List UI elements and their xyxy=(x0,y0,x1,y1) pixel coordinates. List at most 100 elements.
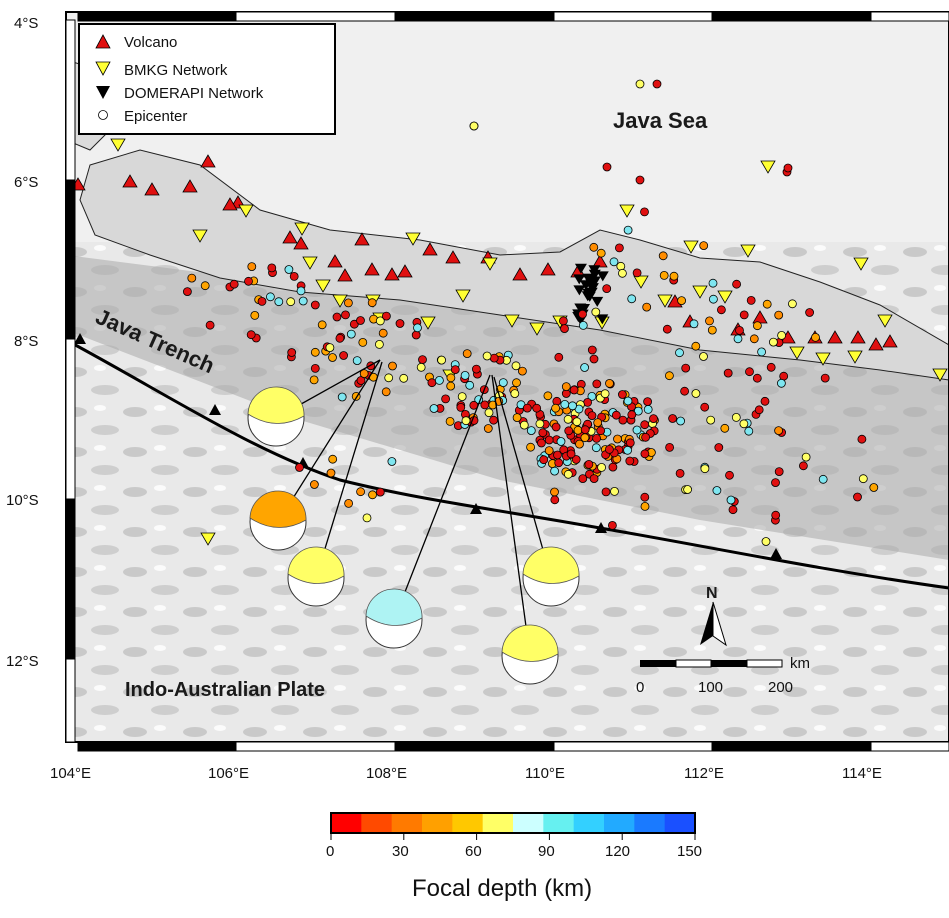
bmkg-station-marker xyxy=(110,138,126,152)
frame-bar-bottom xyxy=(77,741,237,752)
bmkg-station-marker xyxy=(853,257,869,271)
epicenter-marker xyxy=(450,365,460,375)
epicenter-marker xyxy=(757,347,766,357)
epicenter-marker xyxy=(289,271,299,281)
colorbar-swatch xyxy=(664,813,696,833)
epicenter-marker xyxy=(857,434,867,444)
epicenter-marker xyxy=(561,382,571,392)
epicenter-marker xyxy=(284,265,294,274)
epicenter-marker xyxy=(597,462,606,472)
epicenter-marker xyxy=(512,378,521,388)
epicenter-marker xyxy=(714,443,724,452)
epicenter-marker xyxy=(708,278,718,288)
colorbar-swatch xyxy=(634,813,666,833)
epicenter-marker xyxy=(344,498,354,508)
epicenter-marker xyxy=(665,442,674,452)
epicenter-marker xyxy=(689,319,699,329)
epicenter-marker xyxy=(643,397,652,407)
epicenter-marker xyxy=(575,439,584,449)
epicenter-marker xyxy=(762,299,772,309)
epicenter-marker xyxy=(869,483,879,492)
epicenter-marker xyxy=(707,325,717,335)
volcano-marker xyxy=(850,330,866,344)
epicenter-marker xyxy=(484,408,494,418)
epicenter-marker xyxy=(532,403,542,413)
epicenter-marker xyxy=(427,378,437,388)
epicenter-marker xyxy=(771,510,781,520)
frame-bar-bottom xyxy=(235,741,396,752)
epicenter-marker xyxy=(274,297,284,307)
epicenter-marker xyxy=(381,387,391,397)
epicenter-marker xyxy=(441,394,451,404)
epicenter-marker xyxy=(411,330,421,340)
epicenter-marker xyxy=(662,324,672,334)
epicenter-marker xyxy=(675,468,685,478)
frame-bar-left xyxy=(65,19,76,181)
epicenter-marker xyxy=(618,415,628,425)
colorbar-tick-150: 150 xyxy=(677,843,702,860)
epicenter-marker xyxy=(677,296,686,306)
epicenter-marker xyxy=(745,367,754,377)
colorbar-title: Focal depth (km) xyxy=(412,875,592,902)
epicenter-marker xyxy=(627,294,637,304)
epicenter-marker xyxy=(310,300,320,310)
epicenter-marker xyxy=(643,404,653,414)
volcano-marker xyxy=(222,197,238,211)
epicenter-marker xyxy=(705,316,714,326)
bmkg-station-marker xyxy=(315,279,331,293)
colorbar-swatch xyxy=(331,813,362,833)
epicenter-marker xyxy=(749,334,759,344)
epicenter-marker xyxy=(560,324,569,334)
colorbar-tick-60: 60 xyxy=(465,843,482,860)
colorbar-ticks xyxy=(330,833,696,840)
bmkg-station-marker xyxy=(619,204,635,218)
bmkg-station-marker xyxy=(683,240,699,254)
epicenter-marker xyxy=(635,79,645,89)
focal-mechanism-compression-quadrant xyxy=(522,546,580,584)
epicenter-marker xyxy=(608,462,618,472)
epicenter-marker xyxy=(578,309,587,319)
scale-tick-200: 200 xyxy=(768,679,793,696)
epicenter-marker xyxy=(668,414,677,423)
epicenter-marker xyxy=(691,389,701,398)
frame-bar-bottom xyxy=(553,741,713,752)
bmkg-station-marker xyxy=(192,229,208,243)
epicenter-marker xyxy=(799,461,808,471)
epicenter-marker xyxy=(709,294,718,304)
colorbar-tick-90: 90 xyxy=(538,843,555,860)
epicenter-marker xyxy=(563,414,573,424)
epicenter-marker xyxy=(805,308,814,317)
epicenter-marker xyxy=(489,415,499,425)
epicenter-marker xyxy=(602,284,612,294)
frame-bar-top xyxy=(235,11,396,22)
epicenter-markers xyxy=(182,79,879,546)
frame-bar-top xyxy=(553,11,713,22)
epicenter-marker xyxy=(788,299,797,309)
volcano-marker xyxy=(293,236,309,250)
y-tick-label: 6°S xyxy=(14,174,38,191)
volcano-marker xyxy=(445,250,461,264)
epicenter-marker xyxy=(642,302,652,312)
epicenter-marker xyxy=(771,478,780,488)
epicenter-marker xyxy=(681,363,691,373)
epicenter-marker xyxy=(618,268,627,278)
epicenter-marker xyxy=(566,449,576,459)
bmkg-station-marker xyxy=(815,352,831,366)
volcano-marker xyxy=(200,154,216,168)
epicenter-marker xyxy=(488,400,498,410)
epicenter-marker xyxy=(309,375,319,385)
volcano-marker xyxy=(882,334,898,348)
volcano-marker xyxy=(512,267,528,281)
map-frame: Java Sea Java Trench Indo-Australian Pla… xyxy=(66,12,949,742)
epicenter-marker xyxy=(583,397,592,407)
frame-bar-top xyxy=(394,11,555,22)
epicenter-marker xyxy=(518,366,527,376)
domerapi-station-marker xyxy=(581,291,594,302)
frame-bar-left xyxy=(65,498,76,660)
volcano-marker xyxy=(384,267,400,281)
epicenter-marker xyxy=(744,426,754,436)
bmkg-station-marker xyxy=(847,350,863,364)
epicenter-marker xyxy=(596,426,606,436)
epicenter-marker xyxy=(774,426,783,436)
north-arrow: N xyxy=(700,585,727,647)
